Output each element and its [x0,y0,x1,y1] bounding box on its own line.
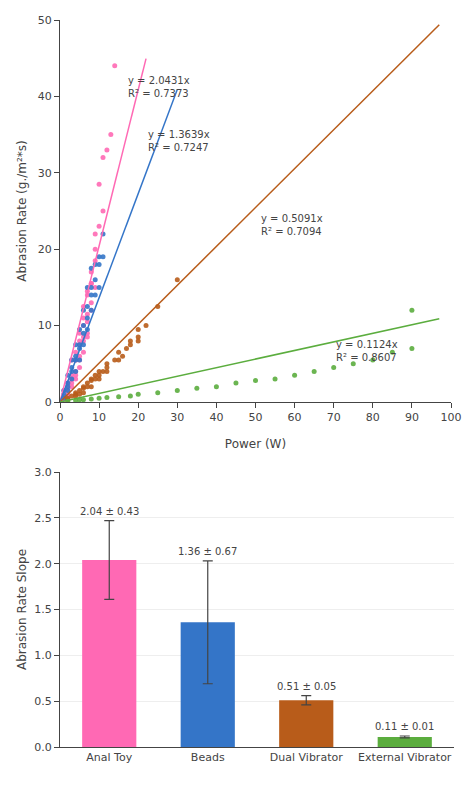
svg-text:2.04 ± 0.43: 2.04 ± 0.43 [80,506,139,517]
svg-text:80: 80 [366,411,380,424]
svg-text:Anal Toy: Anal Toy [86,751,132,764]
svg-text:50: 50 [38,14,52,27]
svg-text:Abrasion Rate (g./m²*s): Abrasion Rate (g./m²*s) [15,140,29,281]
svg-text:y = 1.3639xR² = 0.7247: y = 1.3639xR² = 0.7247 [148,129,210,153]
svg-text:1.36 ± 0.67: 1.36 ± 0.67 [178,546,237,557]
svg-text:2.0: 2.0 [34,558,52,571]
svg-text:60: 60 [288,411,302,424]
svg-text:1.0: 1.0 [34,649,52,662]
svg-text:y = 0.1124xR² = 0.8607: y = 0.1124xR² = 0.8607 [336,339,398,363]
svg-text:Beads: Beads [191,751,225,764]
svg-text:2.5: 2.5 [34,512,52,525]
svg-text:20: 20 [38,243,52,256]
svg-text:30: 30 [38,167,52,180]
svg-text:0.11 ± 0.01: 0.11 ± 0.01 [375,721,434,732]
svg-text:30: 30 [170,411,184,424]
svg-text:100: 100 [441,411,462,424]
svg-text:3.0: 3.0 [34,466,52,479]
svg-text:20: 20 [131,411,145,424]
svg-text:1.5: 1.5 [34,603,52,616]
svg-text:40: 40 [38,90,52,103]
svg-text:10: 10 [92,411,106,424]
svg-text:0.5: 0.5 [34,695,52,708]
svg-text:40: 40 [209,411,223,424]
svg-text:90: 90 [405,411,419,424]
svg-text:0: 0 [45,396,52,409]
svg-text:y = 2.0431xR² = 0.7373: y = 2.0431xR² = 0.7373 [128,75,190,99]
svg-text:Dual Vibrator: Dual Vibrator [270,751,343,764]
svg-text:50: 50 [249,411,263,424]
svg-text:0.51 ± 0.05: 0.51 ± 0.05 [277,681,336,692]
svg-text:10: 10 [38,319,52,332]
svg-text:0: 0 [57,411,64,424]
svg-text:External Vibrator: External Vibrator [358,751,452,764]
svg-text:0.0: 0.0 [34,741,52,754]
svg-text:y = 0.5091xR² = 0.7094: y = 0.5091xR² = 0.7094 [261,213,323,237]
svg-text:70: 70 [327,411,341,424]
svg-text:Abrasion Rate Slope: Abrasion Rate Slope [15,549,29,670]
svg-text:Power (W): Power (W) [225,437,286,451]
